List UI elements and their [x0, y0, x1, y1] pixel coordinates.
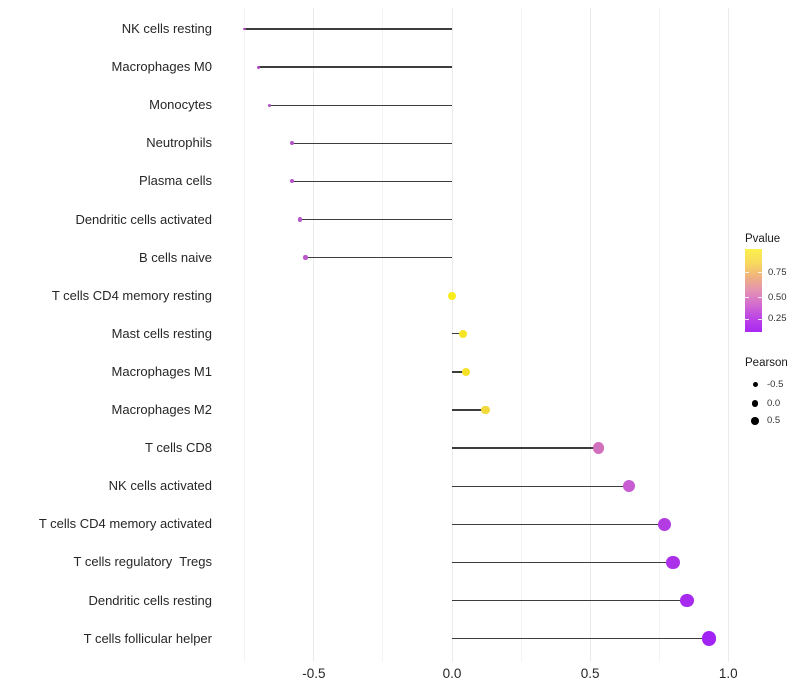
gridline-minor	[658, 8, 660, 662]
gridline-minor	[382, 8, 384, 662]
lollipop-stem	[452, 523, 665, 525]
plot-panel	[222, 8, 734, 662]
data-point-dot	[701, 631, 717, 646]
y-axis-tick-label: Macrophages M1	[111, 363, 212, 379]
pearson-legend-label: 0.0	[767, 397, 781, 409]
lollipop-stem	[452, 599, 687, 602]
data-point-dot	[289, 141, 294, 146]
gridline-major	[589, 8, 591, 662]
colorbar-tick-mark	[758, 272, 762, 274]
y-axis-tick-label: T cells follicular helper	[83, 630, 212, 646]
y-axis-tick-label: B cells naive	[139, 249, 212, 265]
data-point-dot	[303, 255, 308, 260]
data-point-dot	[243, 27, 247, 31]
gridline-major	[313, 8, 315, 662]
pvalue-tick-label: 0.25	[768, 313, 787, 325]
x-axis-tick-label: 0.5	[580, 666, 600, 681]
data-point-dot	[666, 555, 680, 570]
pearson-legend-label: -0.5	[767, 379, 784, 391]
y-axis-tick-label: NK cells activated	[108, 478, 212, 494]
lollipop-stem	[291, 142, 452, 144]
pearson-legend-label: 0.5	[767, 415, 781, 427]
pearson-legend-dot	[752, 382, 758, 388]
pvalue-colorbar	[745, 249, 762, 332]
y-axis-tick-label: T cells CD4 memory activated	[38, 516, 212, 532]
data-point-dot	[480, 405, 490, 415]
data-point-dot	[257, 65, 261, 69]
y-axis-tick-label: T cells CD4 memory resting	[51, 287, 212, 303]
lollipop-stem	[305, 256, 452, 259]
lollipop-stem	[452, 371, 466, 373]
lollipop-stem	[452, 637, 709, 640]
x-axis-tick-label: 0.0	[442, 666, 462, 681]
data-point-dot	[448, 291, 456, 300]
gridline-major	[451, 8, 453, 662]
lollipop-stem	[452, 485, 629, 487]
lollipop-stem	[258, 66, 452, 68]
y-axis-tick-label: Macrophages M0	[111, 59, 212, 75]
colorbar-tick-mark	[745, 318, 749, 320]
data-point-dot	[679, 593, 694, 608]
pvalue-tick-label: 0.75	[768, 266, 787, 278]
y-axis-tick-label: T cells CD8	[145, 440, 212, 456]
data-point-dot	[622, 479, 636, 493]
data-point-dot	[267, 103, 272, 107]
data-point-dot	[289, 179, 294, 184]
y-axis-tick-label: Dendritic cells resting	[88, 592, 212, 608]
lollipop-stem	[452, 447, 599, 449]
lollipop-stem	[452, 333, 464, 335]
lollipop-stem	[452, 409, 486, 411]
colorbar-tick-mark	[758, 318, 762, 320]
colorbar-tick-mark	[758, 297, 762, 299]
pvalue-tick-label: 0.50	[768, 291, 787, 303]
gridline-major	[727, 8, 729, 662]
lollipop-stem	[300, 218, 452, 221]
pearson-legend-title: Pearson	[745, 357, 788, 369]
data-point-dot	[458, 329, 468, 338]
y-axis-tick-label: Macrophages M2	[111, 402, 212, 417]
y-axis-tick-label: NK cells resting	[121, 21, 212, 36]
y-axis-tick-label: Mast cells resting	[111, 325, 212, 341]
pearson-legend-dot	[751, 416, 759, 425]
y-axis-tick-label: Plasma cells	[139, 173, 212, 189]
data-point-dot	[297, 217, 303, 222]
lollipop-stem	[244, 28, 452, 30]
x-axis-tick-label: 1.0	[718, 666, 738, 681]
lollipop-stem	[269, 104, 452, 106]
data-point-dot	[461, 367, 470, 377]
pearson-legend-dot	[751, 399, 759, 407]
data-point-dot	[658, 517, 672, 531]
y-axis-tick-label: Monocytes	[149, 97, 212, 113]
y-axis-tick-label: Dendritic cells activated	[75, 211, 212, 227]
gridline-minor	[520, 8, 522, 662]
colorbar-tick-mark	[745, 297, 749, 299]
gridline-minor	[244, 8, 246, 662]
y-axis-tick-label: T cells regulatory Tregs	[73, 554, 212, 570]
lollipop-stem	[452, 561, 674, 564]
data-point-dot	[592, 442, 605, 454]
pvalue-legend-title: Pvalue	[745, 233, 781, 245]
lollipop-stem	[291, 180, 452, 183]
x-axis-tick-label: -0.5	[302, 666, 326, 681]
y-axis-tick-label: Neutrophils	[146, 135, 212, 151]
colorbar-tick-mark	[745, 272, 749, 274]
